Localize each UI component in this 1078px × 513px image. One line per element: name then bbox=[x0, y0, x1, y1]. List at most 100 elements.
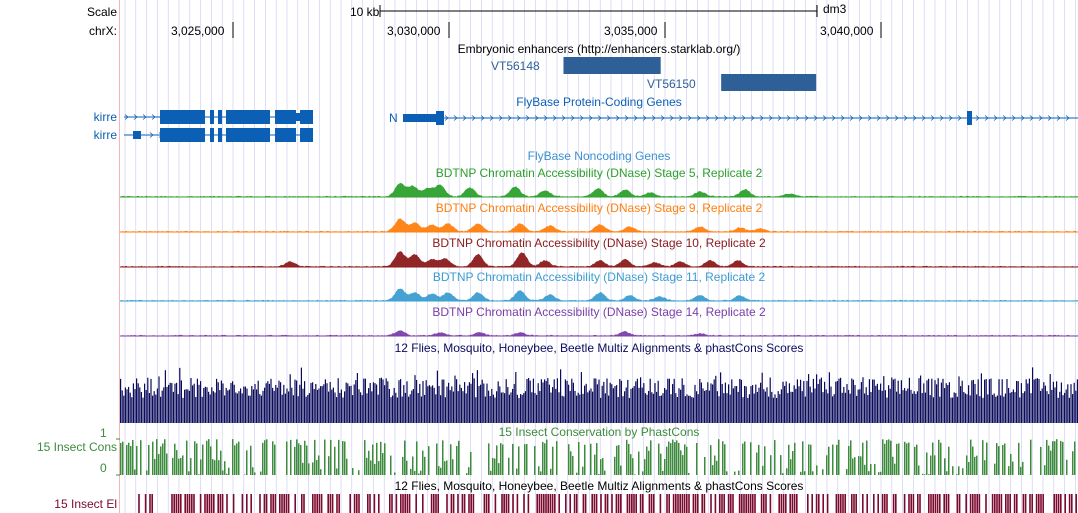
conserved-element bbox=[978, 494, 981, 513]
multiz-bar bbox=[308, 393, 310, 423]
multiz-bar bbox=[924, 392, 926, 423]
enhancer-label-vt56148[interactable]: VT56148 bbox=[491, 59, 540, 73]
conserved-element bbox=[1029, 494, 1031, 513]
multiz-bar bbox=[438, 385, 440, 423]
multiz-bar bbox=[451, 386, 453, 423]
multiz-bar bbox=[240, 388, 242, 423]
phastcons-bar bbox=[1074, 441, 1076, 475]
multiz-bar bbox=[268, 383, 270, 423]
panel-separator bbox=[119, 0, 120, 513]
multiz-bar bbox=[177, 394, 179, 423]
gene-track-title[interactable]: FlyBase Protein-Coding Genes bbox=[516, 95, 682, 109]
conserved-element bbox=[760, 494, 763, 513]
multiz-bar bbox=[899, 393, 901, 423]
multiz-bar bbox=[150, 378, 152, 423]
phastcons-bar bbox=[570, 451, 572, 475]
multiz-bar bbox=[275, 384, 277, 423]
phastcons-bar bbox=[986, 442, 988, 475]
phastcons-bar bbox=[886, 440, 888, 475]
multiz-bar bbox=[288, 391, 290, 423]
multiz-track-title[interactable]: 12 Flies, Mosquito, Honeybee, Beetle Mul… bbox=[394, 341, 804, 355]
dnase-stage10-title[interactable]: BDTNP Chromatin Accessibility (DNase) St… bbox=[432, 236, 766, 250]
phastcons-bar bbox=[770, 455, 772, 475]
multiz-bar bbox=[686, 394, 688, 423]
conserved-element bbox=[611, 494, 613, 513]
multiz-bar bbox=[854, 384, 856, 423]
multiz-bar bbox=[174, 383, 176, 423]
phastcons-bar bbox=[542, 441, 544, 475]
phastcons-bar bbox=[914, 446, 916, 475]
multiz-bar bbox=[696, 391, 698, 423]
phastcons-bar bbox=[190, 458, 192, 475]
phastcons-bar bbox=[924, 474, 926, 475]
multiz-bar bbox=[579, 394, 581, 423]
conserved-element bbox=[895, 494, 897, 513]
phastcons-track-label[interactable]: 15 Insect Cons bbox=[36, 440, 117, 454]
multiz-bar bbox=[936, 384, 938, 423]
multiz-bar bbox=[484, 396, 486, 423]
multiz-bar bbox=[160, 396, 162, 423]
phastcons-bar bbox=[300, 444, 302, 475]
elements-track-title[interactable]: 12 Flies, Mosquito, Honeybee, Beetle Mul… bbox=[394, 479, 804, 493]
phastcons-bar bbox=[500, 443, 502, 475]
phastcons-bar bbox=[576, 472, 578, 475]
phastcons-bar bbox=[418, 473, 420, 475]
conserved-element bbox=[749, 494, 752, 513]
noncoding-track-title[interactable]: FlyBase Noncoding Genes bbox=[527, 149, 671, 163]
multiz-bar bbox=[401, 396, 403, 423]
dnase-stage11-title[interactable]: BDTNP Chromatin Accessibility (DNase) St… bbox=[432, 270, 766, 284]
phastcons-bar bbox=[966, 455, 968, 475]
conserved-element bbox=[547, 494, 549, 513]
multiz-bar bbox=[460, 387, 462, 423]
strand-arrow bbox=[984, 115, 989, 121]
phastcons-bar bbox=[998, 446, 1000, 475]
phastcons-bar bbox=[972, 446, 974, 475]
conserved-element bbox=[837, 494, 840, 513]
phastcons-bar bbox=[1066, 459, 1068, 475]
multiz-bar bbox=[1044, 385, 1046, 423]
multiz-bar bbox=[412, 388, 414, 423]
multiz-bar bbox=[515, 372, 517, 423]
phastcons-bar bbox=[372, 444, 374, 475]
strand-arrow bbox=[606, 115, 611, 121]
gene-n-label[interactable]: N bbox=[389, 111, 398, 125]
phastcons-bar bbox=[186, 440, 188, 475]
dnase-stage9-title[interactable]: BDTNP Chromatin Accessibility (DNase) St… bbox=[435, 201, 763, 215]
multiz-bar bbox=[355, 380, 357, 423]
phastcons-bar bbox=[688, 473, 690, 475]
elements-track-label[interactable]: 15 Insect El bbox=[54, 497, 117, 511]
multiz-bar bbox=[880, 383, 882, 423]
phastcons-track-title[interactable]: 15 Insect Conservation by PhastCons bbox=[498, 425, 700, 439]
conserved-element bbox=[543, 494, 545, 513]
dnase-stage5-title[interactable]: BDTNP Chromatin Accessibility (DNase) St… bbox=[435, 166, 763, 180]
phastcons-bar bbox=[228, 467, 230, 475]
conserved-element bbox=[903, 494, 906, 513]
conserved-element bbox=[279, 494, 281, 513]
enhancer-track-title[interactable]: Embryonic enhancers (http://enhancers.st… bbox=[457, 42, 741, 56]
multiz-bar bbox=[302, 388, 304, 423]
strand-arrow bbox=[696, 115, 701, 121]
multiz-bar bbox=[480, 384, 482, 423]
phastcons-bar bbox=[308, 463, 310, 475]
enhancer-label-vt56150[interactable]: VT56150 bbox=[647, 77, 696, 91]
phastcons-bar bbox=[848, 445, 850, 475]
multiz-bar bbox=[180, 380, 182, 423]
gene-label-kirre-2[interactable]: kirre bbox=[93, 128, 117, 142]
conserved-element bbox=[331, 494, 334, 513]
multiz-bar bbox=[1009, 392, 1011, 423]
strand-arrow bbox=[552, 115, 557, 121]
phastcons-bar bbox=[378, 461, 380, 475]
multiz-bar bbox=[476, 370, 478, 423]
multiz-bar bbox=[368, 388, 370, 423]
phastcons-bar bbox=[714, 455, 716, 475]
gene-label-kirre-1[interactable]: kirre bbox=[93, 110, 117, 124]
phastcons-bar bbox=[712, 465, 714, 475]
conserved-element bbox=[730, 494, 732, 513]
phastcons-bar bbox=[1002, 445, 1004, 475]
scale-label: Scale bbox=[86, 5, 117, 19]
multiz-bar bbox=[660, 395, 662, 423]
conserved-element bbox=[741, 494, 743, 513]
dnase-stage14-title[interactable]: BDTNP Chromatin Accessibility (DNase) St… bbox=[432, 305, 766, 319]
